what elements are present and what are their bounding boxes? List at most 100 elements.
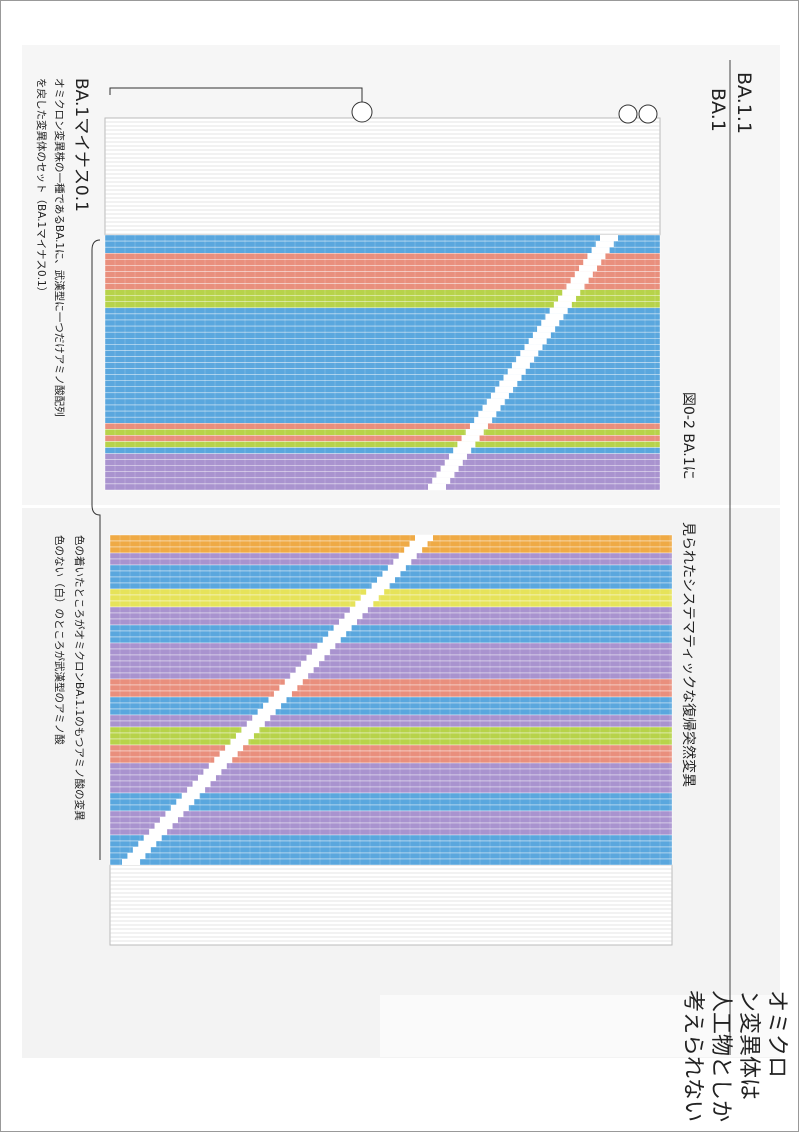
white-cell xyxy=(371,583,390,589)
headline-line: 人工物としか xyxy=(708,990,733,1122)
white-cell xyxy=(553,301,572,308)
white-cell xyxy=(432,477,451,484)
white-cell xyxy=(322,637,341,643)
table-row xyxy=(104,404,661,412)
table-row xyxy=(104,392,661,400)
table-row xyxy=(109,534,673,542)
white-cell xyxy=(246,721,265,727)
headline-panel xyxy=(380,995,780,1057)
white-cell xyxy=(333,625,352,631)
white-cell xyxy=(170,805,189,811)
white-cell xyxy=(311,649,330,655)
white-cell xyxy=(600,235,618,242)
label: BA.1 xyxy=(707,88,729,132)
table-row xyxy=(104,447,661,454)
table-row xyxy=(109,762,673,770)
white-cell xyxy=(187,787,206,793)
brace xyxy=(91,239,101,860)
white-cell xyxy=(457,441,476,448)
table-row xyxy=(109,750,673,758)
marker xyxy=(351,101,373,123)
white-cell xyxy=(377,577,396,583)
white-cell xyxy=(284,679,303,685)
tables xyxy=(104,117,673,946)
white-cell xyxy=(127,853,146,859)
table-row xyxy=(104,259,661,266)
white-cell xyxy=(524,344,543,351)
white-cell xyxy=(154,823,173,829)
white-cell xyxy=(263,703,282,709)
table-row xyxy=(104,344,661,351)
white-cell xyxy=(516,356,535,363)
white-cell xyxy=(349,607,368,613)
caption: を戻した変異体のセット（BA.1マイナス0.1） xyxy=(35,78,48,297)
white-cell xyxy=(436,471,455,478)
legend: 色のない（白）のところが武漢型のアミノ酸 xyxy=(53,535,66,745)
table-row xyxy=(109,660,673,668)
white-cell xyxy=(192,781,211,787)
headline-line: オミクロ xyxy=(764,990,789,1078)
table-row xyxy=(109,702,673,710)
table-row xyxy=(104,416,661,424)
white-cell xyxy=(398,553,417,559)
table-row xyxy=(109,756,673,764)
white-cell xyxy=(149,829,168,835)
white-cell xyxy=(415,535,433,541)
white-cell xyxy=(499,380,518,387)
table-row xyxy=(104,398,661,406)
white-cell xyxy=(566,283,585,290)
white-cell xyxy=(317,643,336,649)
white-cell xyxy=(225,745,244,751)
table-row xyxy=(109,546,673,554)
white-cell xyxy=(393,559,412,565)
table-row xyxy=(104,441,661,448)
table-row xyxy=(109,582,673,590)
white-cell xyxy=(574,271,593,278)
top-text: BA.1.1 BA.1 BA.1マイナス0.1 オミクロン変異株の一種であるBA… xyxy=(35,72,755,480)
white-cell xyxy=(295,667,314,673)
white-cell xyxy=(440,465,459,472)
white-cell xyxy=(203,769,222,775)
table-row xyxy=(104,465,661,472)
white-cell xyxy=(428,483,446,490)
table-row xyxy=(109,834,673,842)
white-cell xyxy=(181,793,200,799)
white-cell xyxy=(583,259,602,266)
table-row xyxy=(104,295,661,302)
figure-title: 見られたシステマティックな復帰突然変異 xyxy=(680,522,697,787)
table-row xyxy=(109,624,673,632)
white-cell xyxy=(528,338,547,345)
white-cell xyxy=(241,727,260,733)
white-cell xyxy=(486,398,505,405)
white-cell xyxy=(138,841,157,847)
table-row xyxy=(109,594,673,602)
white-cell xyxy=(453,447,472,454)
white-cell xyxy=(404,547,423,553)
table-row xyxy=(104,429,661,436)
table-row xyxy=(109,540,673,548)
table-row xyxy=(104,240,661,248)
table-row xyxy=(109,720,673,728)
white-cell xyxy=(595,241,614,248)
table-row xyxy=(104,410,661,418)
white-cell xyxy=(290,673,309,679)
caption: オミクロン変異株の一種であるBA.1に、武漢型に一つだけアミノ酸配列 xyxy=(53,78,66,417)
table-row xyxy=(109,588,673,596)
table-row xyxy=(109,636,673,644)
label: BA.1.1 xyxy=(733,72,755,134)
table-row xyxy=(109,774,673,782)
table-row xyxy=(109,666,673,674)
table-row xyxy=(104,307,661,315)
table-row xyxy=(104,246,661,254)
white-cell xyxy=(490,392,509,399)
white-cell xyxy=(387,565,406,571)
white-cell xyxy=(132,847,151,853)
white-cell xyxy=(562,289,581,296)
white-cell xyxy=(143,835,162,841)
white-cell xyxy=(591,247,610,254)
white-cell xyxy=(235,733,254,739)
white-cell xyxy=(537,326,556,333)
table-row xyxy=(109,858,673,866)
table-row xyxy=(109,672,673,680)
table-row xyxy=(109,654,673,662)
